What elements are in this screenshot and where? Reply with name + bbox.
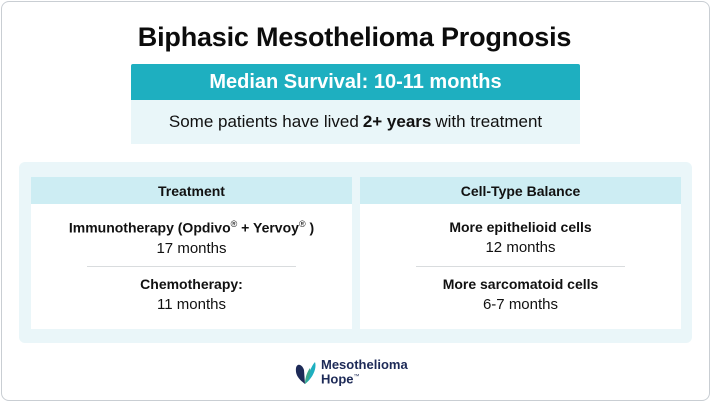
treatment-item-chemotherapy: Chemotherapy: 11 months xyxy=(31,276,352,313)
cell-type-item-label: More epithelioid cells xyxy=(449,219,592,235)
immunotherapy-label-prefix: Immunotherapy (Opdivo xyxy=(68,219,231,236)
butterfly-icon xyxy=(295,362,316,384)
immunotherapy-label-suffix: ) xyxy=(305,219,315,236)
divider xyxy=(416,266,625,267)
cell-type-item-value: 6-7 months xyxy=(482,296,559,313)
median-survival-text: Median Survival: 10-11 months xyxy=(209,70,502,93)
cell-type-item-sarcomatoid: More sarcomatoid cells 6-7 months xyxy=(360,276,681,313)
registered-mark: ® xyxy=(298,219,306,229)
logo-line2: Hope™ xyxy=(321,371,408,387)
mesothelioma-hope-logo: Mesothelioma Hope™ xyxy=(293,356,408,388)
treatment-item-label: Chemotherapy: xyxy=(140,276,243,292)
cell-type-card: Cell-Type Balance More epithelioid cells… xyxy=(360,177,681,329)
logo-line1: Mesothelioma xyxy=(321,357,408,373)
treatment-card: Treatment Immunotherapy (Opdivo® + Yervo… xyxy=(31,177,352,329)
cell-type-item-value: 12 months xyxy=(485,239,556,256)
logo-text: Mesothelioma Hope™ xyxy=(321,358,408,385)
logo-line2-text: Hope xyxy=(321,371,354,387)
cell-type-card-header: Cell-Type Balance xyxy=(360,177,681,204)
survival-note: Some patients have lived 2+ years with t… xyxy=(131,100,580,144)
trademark-mark: ™ xyxy=(353,374,360,381)
registered-mark: ® xyxy=(230,219,238,229)
cell-type-item-epithelioid: More epithelioid cells 12 months xyxy=(360,219,681,256)
survival-note-bold: 2+ years xyxy=(362,112,432,131)
immunotherapy-label-mid: + Yervoy xyxy=(237,219,299,236)
treatment-card-header: Treatment xyxy=(31,177,352,204)
survival-note-prefix: Some patients have lived xyxy=(168,112,359,131)
page-title: Biphasic Mesothelioma Prognosis xyxy=(137,22,572,52)
divider xyxy=(87,266,296,267)
median-survival-banner: Median Survival: 10-11 months xyxy=(131,64,580,100)
treatment-item-value: 17 months xyxy=(156,239,227,257)
treatment-item-value: 11 months xyxy=(157,296,226,313)
cell-type-item-label: More sarcomatoid cells xyxy=(442,276,599,292)
treatment-item-immunotherapy: Immunotherapy (Opdivo® + Yervoy® ) 17 mo… xyxy=(31,219,352,257)
survival-note-suffix: with treatment xyxy=(435,112,543,131)
treatment-item-label: Immunotherapy (Opdivo® + Yervoy® ) xyxy=(31,219,352,236)
